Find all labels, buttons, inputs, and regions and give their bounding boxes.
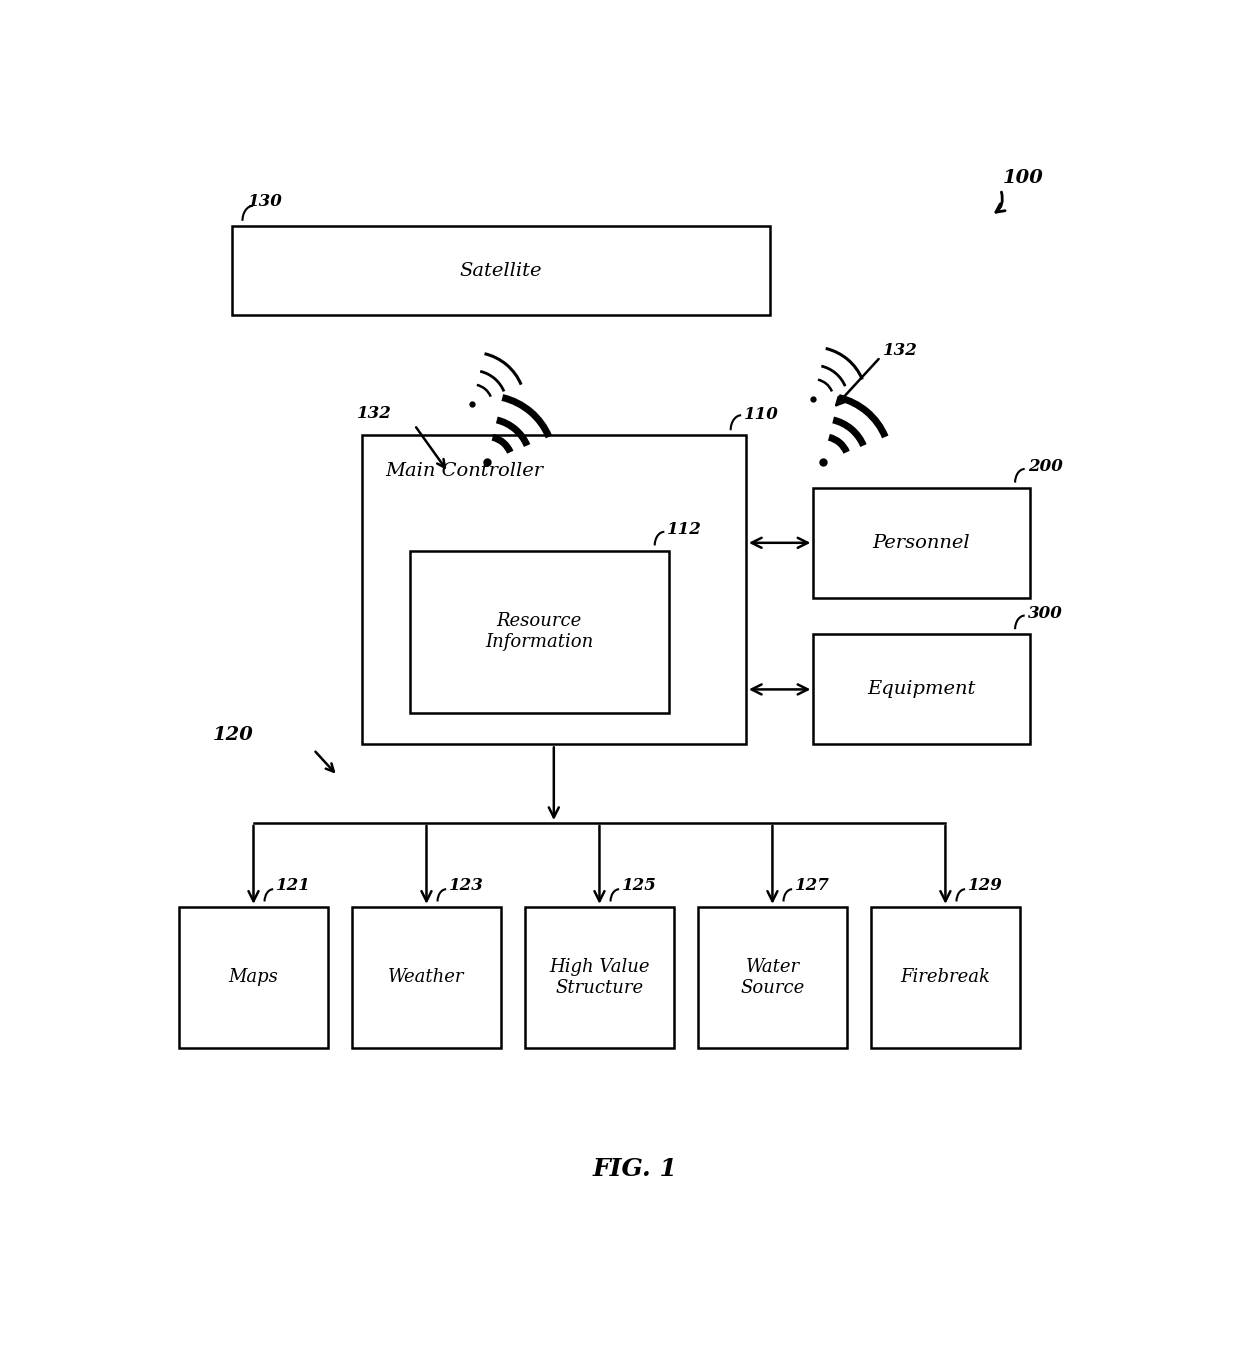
Bar xyxy=(870,907,1021,1049)
Text: Resource
Information: Resource Information xyxy=(485,612,594,651)
Text: 123: 123 xyxy=(449,877,484,894)
Text: Satellite: Satellite xyxy=(460,261,542,280)
Bar xyxy=(352,907,501,1049)
Text: 300: 300 xyxy=(1028,605,1063,622)
Text: 121: 121 xyxy=(277,877,311,894)
Text: Equipment: Equipment xyxy=(867,680,976,699)
Bar xyxy=(813,488,1029,598)
Bar xyxy=(362,435,746,744)
Text: 132: 132 xyxy=(357,405,392,422)
Bar xyxy=(698,907,847,1049)
Text: 129: 129 xyxy=(968,877,1003,894)
Text: 130: 130 xyxy=(248,193,283,211)
Text: Water
Source: Water Source xyxy=(740,957,805,997)
Text: 132: 132 xyxy=(883,341,918,359)
Text: 125: 125 xyxy=(622,877,657,894)
Bar xyxy=(179,907,327,1049)
Text: Personnel: Personnel xyxy=(873,534,970,552)
Bar xyxy=(232,226,770,316)
Text: FIG. 1: FIG. 1 xyxy=(593,1156,678,1180)
Bar xyxy=(525,907,675,1049)
Bar xyxy=(409,551,670,713)
Text: 112: 112 xyxy=(667,521,702,539)
Text: Weather: Weather xyxy=(388,968,465,986)
Text: Firebreak: Firebreak xyxy=(900,968,991,986)
Text: 120: 120 xyxy=(213,726,253,744)
Text: 100: 100 xyxy=(1003,169,1044,188)
Text: 200: 200 xyxy=(1028,458,1063,475)
Text: 127: 127 xyxy=(795,877,830,894)
Text: Main Controller: Main Controller xyxy=(386,461,544,480)
Text: High Value
Structure: High Value Structure xyxy=(549,957,650,997)
Bar xyxy=(813,634,1029,744)
Text: 110: 110 xyxy=(744,405,779,423)
Text: Maps: Maps xyxy=(228,968,279,986)
